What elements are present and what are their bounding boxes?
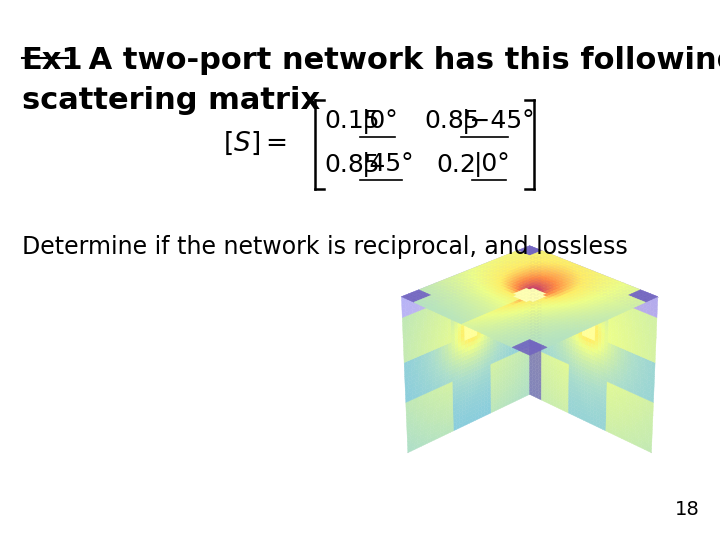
Text: 0.85: 0.85 — [425, 110, 480, 133]
Text: 0.85: 0.85 — [324, 153, 379, 177]
Text: $[S] =$: $[S] =$ — [223, 130, 287, 157]
Text: |45°: |45° — [361, 152, 414, 177]
Text: A two-port network has this following: A two-port network has this following — [78, 46, 720, 75]
Text: Ex1: Ex1 — [22, 46, 84, 75]
Text: |0°: |0° — [474, 152, 510, 177]
Text: 0.2: 0.2 — [436, 153, 476, 177]
Text: 0.15: 0.15 — [324, 110, 379, 133]
Text: |−45°: |−45° — [462, 109, 536, 134]
Text: |0°: |0° — [361, 109, 398, 134]
Text: Determine if the network is reciprocal, and lossless: Determine if the network is reciprocal, … — [22, 235, 627, 259]
Text: scattering matrix: scattering matrix — [22, 86, 320, 116]
Text: 18: 18 — [675, 501, 700, 519]
